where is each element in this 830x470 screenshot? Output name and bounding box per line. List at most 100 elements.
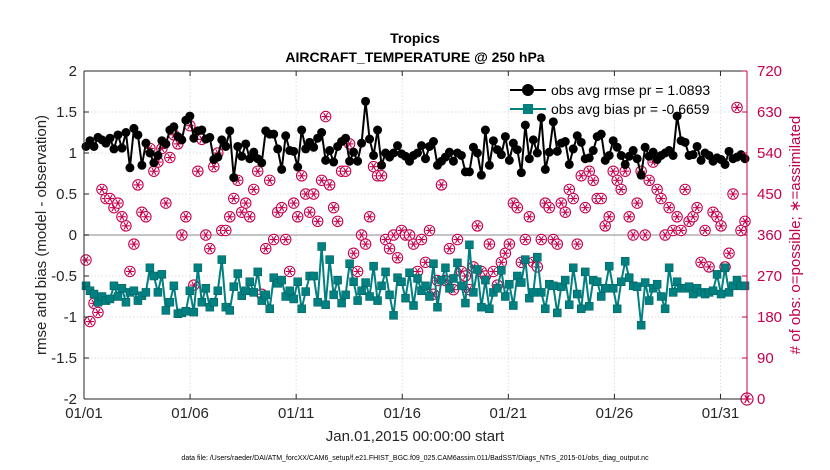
bias-point <box>277 275 286 285</box>
bias-point <box>577 304 586 314</box>
obs-assimilated-asterisk <box>255 167 261 175</box>
rmse-point <box>141 138 151 148</box>
obs-count-marker <box>607 165 619 177</box>
obs-assimilated-asterisk <box>710 208 716 216</box>
obs-count-marker <box>279 233 292 246</box>
obs-count-marker <box>451 233 464 246</box>
rmse-point <box>572 131 582 141</box>
rmse-point <box>508 138 518 148</box>
bias-point <box>201 284 211 293</box>
obs-count-marker <box>391 252 404 264</box>
obs-count-marker <box>663 201 675 214</box>
bias-point <box>537 288 546 297</box>
rmse-point <box>536 113 546 123</box>
bias-point <box>596 292 606 301</box>
obs-count-marker <box>459 270 472 282</box>
bias-point <box>461 298 470 308</box>
rmse-point <box>177 135 187 145</box>
rmse-point <box>740 154 750 164</box>
obs-assimilated-asterisk <box>622 167 628 175</box>
bias-point <box>129 286 139 296</box>
obs-assimilated-asterisk <box>662 231 668 239</box>
obs-assimilated-asterisk <box>151 167 157 175</box>
rmse-point <box>105 133 115 143</box>
obs-assimilated-asterisk <box>419 235 424 244</box>
obs-count-marker <box>631 197 643 209</box>
y-tick-label-right: 540 <box>757 145 782 162</box>
obs-count-marker <box>403 229 416 241</box>
obs-assimilated-asterisk <box>502 249 508 257</box>
bias-point <box>265 304 274 314</box>
obs-count-marker <box>671 211 683 223</box>
bias-point <box>505 279 514 289</box>
bias-point <box>580 267 590 277</box>
bias-point <box>600 284 610 293</box>
bias-point <box>636 320 646 330</box>
bias-point <box>620 256 630 266</box>
bias-point <box>529 288 538 297</box>
bias-point <box>409 301 418 310</box>
obs-assimilated-asterisk <box>135 181 141 189</box>
obs-assimilated-asterisk <box>554 240 560 248</box>
bias-point <box>541 304 550 314</box>
bias-point <box>569 263 578 273</box>
obs-assimilated-asterisk <box>139 208 145 216</box>
obs-assimilated-asterisk <box>698 258 704 267</box>
bias-point <box>165 297 175 307</box>
obs-assimilated-asterisk <box>115 199 121 207</box>
obs-assimilated-asterisk <box>179 231 185 239</box>
obs-assimilated-asterisk <box>283 235 289 244</box>
rmse-point <box>720 159 730 169</box>
bias-point <box>664 263 674 273</box>
obs-assimilated-asterisk <box>726 249 732 257</box>
obs-count-marker <box>559 206 572 218</box>
rmse-point <box>357 138 367 148</box>
bias-point <box>145 263 155 273</box>
rmse-point <box>484 160 494 170</box>
rmse-point <box>416 141 426 151</box>
obs-assimilated-asterisk <box>490 267 496 276</box>
y-tick-label-right: 0 <box>757 391 765 408</box>
rmse-point <box>389 148 399 158</box>
obs-count-marker <box>251 165 264 177</box>
obs-count-marker <box>303 206 316 218</box>
obs-count-marker <box>599 220 611 232</box>
obs-count-marker <box>575 170 587 182</box>
obs-count-marker <box>339 165 352 177</box>
rmse-point <box>205 132 215 142</box>
bias-point <box>584 302 594 311</box>
rmse-point <box>373 125 383 135</box>
obs-assimilated-asterisk <box>271 235 277 244</box>
obs-count-marker <box>519 233 532 246</box>
obs-assimilated-asterisk <box>498 258 504 267</box>
obs-assimilated-asterisk <box>734 103 740 112</box>
bias-point <box>217 255 227 264</box>
rmse-point <box>237 151 247 161</box>
obs-count-marker <box>715 220 727 232</box>
rmse-point <box>632 154 642 164</box>
rmse-point <box>640 142 650 152</box>
bias-point <box>121 297 131 307</box>
bias-point <box>712 270 722 279</box>
obs-assimilated-asterisk <box>319 176 325 185</box>
obs-assimilated-asterisk <box>87 317 93 326</box>
obs-assimilated-asterisk <box>143 213 149 221</box>
y-tick-label-left: -2 <box>64 391 77 408</box>
rmse-point <box>249 147 259 157</box>
obs-assimilated-asterisk <box>618 185 624 194</box>
bias-point <box>209 297 219 307</box>
obs-count-marker <box>703 261 715 273</box>
bias-point <box>189 307 199 317</box>
obs-count-marker <box>295 170 308 182</box>
bias-point <box>477 302 486 312</box>
obs-assimilated-asterisk <box>343 167 349 175</box>
bias-point <box>169 281 179 291</box>
bias-point <box>313 297 322 307</box>
obs-count-marker <box>204 242 216 255</box>
obs-assimilated-asterisk <box>231 194 237 203</box>
obs-count-marker <box>200 229 212 241</box>
bias-point <box>245 277 254 286</box>
rmse-point <box>560 137 570 147</box>
legend-rmse-marker <box>522 84 534 96</box>
obs-count-marker <box>503 238 516 250</box>
